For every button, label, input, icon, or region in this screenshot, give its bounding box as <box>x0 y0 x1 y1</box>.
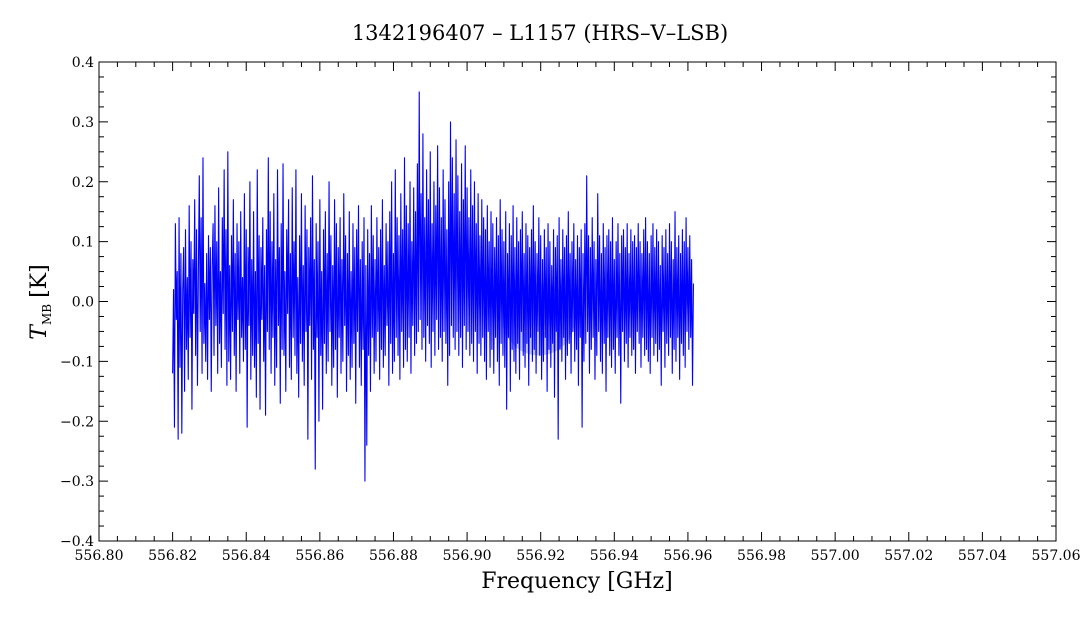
y-axis-label: TMB [K] <box>27 264 54 339</box>
x-tick-label: 557.00 <box>811 548 860 564</box>
y-tick-label: −0.3 <box>60 474 94 490</box>
chart-title: 1342196407 – L1157 (HRS–V–LSB) <box>352 21 728 45</box>
x-axis-label: Frequency [GHz] <box>481 569 673 594</box>
y-tick-label: 0.4 <box>72 55 94 71</box>
y-axis-ticks <box>99 61 1056 542</box>
x-tick-label: 556.92 <box>516 548 565 564</box>
y-axis-label-symbol: T <box>27 323 52 340</box>
y-tick-label: −0.1 <box>60 354 94 370</box>
x-tick-label: 556.94 <box>590 548 639 564</box>
x-tick-label: 556.86 <box>295 548 344 564</box>
y-tick-label: −0.4 <box>60 534 94 550</box>
x-tick-label: 556.98 <box>737 548 786 564</box>
spectrum-series-line <box>172 91 694 482</box>
y-tick-label: 0.0 <box>72 295 94 311</box>
x-tick-label: 556.88 <box>369 548 418 564</box>
x-tick-label: 556.84 <box>222 548 271 564</box>
x-tick-label: 556.96 <box>663 548 712 564</box>
x-tick-label: 557.02 <box>884 548 933 564</box>
x-axis-tick-labels: 556.80 556.82 556.84 556.86 556.88 556.90 556.… <box>75 548 1080 564</box>
x-tick-label: 557.04 <box>958 548 1007 564</box>
y-axis-label-subscript: MB <box>40 304 54 325</box>
x-axis-ticks <box>98 62 1057 541</box>
y-tick-label: 0.2 <box>72 175 94 191</box>
x-tick-label: 557.06 <box>1032 548 1080 564</box>
x-tick-label: 556.82 <box>148 548 197 564</box>
y-tick-label: 0.1 <box>72 235 94 251</box>
x-tick-label: 556.90 <box>443 548 492 564</box>
x-tick-label: 556.80 <box>75 548 124 564</box>
y-tick-label: 0.3 <box>72 115 94 131</box>
y-axis-tick-labels: 0.4 0.3 0.2 0.1 0.0 −0.1 −0.2 −0.3 −0.4 <box>60 55 94 550</box>
y-tick-label: −0.2 <box>60 414 94 430</box>
y-axis-label-unit: [K] <box>27 264 52 298</box>
